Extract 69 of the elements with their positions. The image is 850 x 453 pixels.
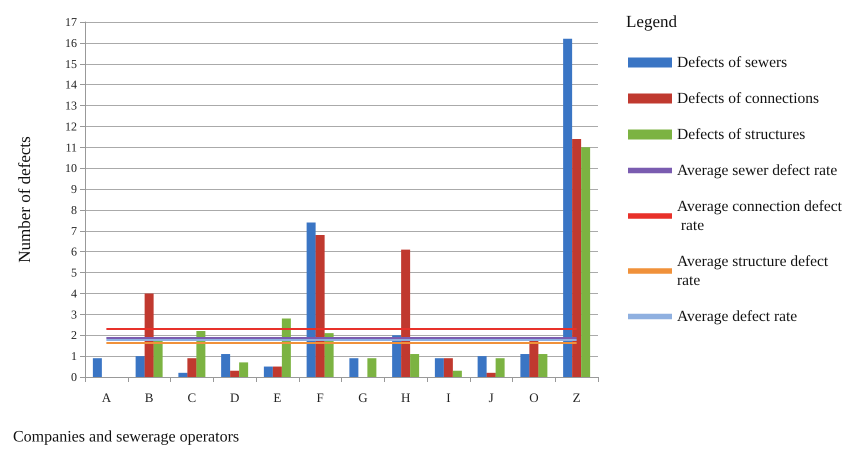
bar [401, 250, 410, 377]
y-tick-label: 0 [71, 370, 77, 384]
y-tick-label: 5 [71, 266, 77, 280]
bar [230, 370, 240, 377]
x-tick-label: B [144, 390, 154, 405]
bar [264, 366, 273, 377]
legend-title: Legend [626, 12, 678, 31]
x-tick-label: O [529, 390, 539, 405]
y-tick-label: 14 [65, 78, 77, 92]
x-tick-label: D [230, 390, 240, 405]
x-axis-title: Companies and sewerage operators [13, 428, 240, 446]
bar [572, 138, 582, 377]
y-tick-label: 17 [65, 15, 77, 29]
y-tick-label: 1 [71, 349, 77, 364]
y-tick-label: 11 [65, 140, 77, 154]
bar [154, 339, 163, 377]
bar [136, 356, 145, 377]
y-tick-label: 15 [65, 56, 77, 71]
bar [144, 293, 154, 377]
bar [563, 38, 572, 377]
x-tick-label: G [358, 390, 368, 405]
bar [496, 358, 505, 377]
y-tick-label: 3 [71, 307, 77, 322]
legend-label: Defects of sewers [677, 54, 788, 71]
x-tick-label: I [446, 390, 451, 405]
legend-label: Average defect rate [677, 308, 798, 325]
y-tick-label: 16 [65, 36, 77, 50]
bar [529, 339, 538, 377]
x-tick-label: Z [572, 390, 581, 405]
bar [444, 358, 453, 377]
bar [486, 372, 496, 377]
y-tick-label: 10 [65, 161, 77, 176]
bar [520, 354, 530, 377]
legend-label: Defects of connections [677, 90, 820, 107]
bar [410, 354, 420, 377]
bar [92, 358, 102, 377]
y-tick-label: 13 [65, 98, 77, 113]
bar [434, 358, 444, 377]
bar [178, 372, 188, 377]
y-tick-label: 7 [71, 224, 77, 238]
bar [581, 147, 590, 377]
y-tick-label: 8 [71, 202, 77, 217]
x-tick-label: C [188, 390, 196, 405]
x-tick-label: F [316, 390, 324, 405]
bar [221, 354, 230, 377]
legend-label: Average structure defect rate [677, 253, 832, 289]
bar [367, 358, 376, 377]
bar [316, 235, 325, 377]
bar [349, 358, 358, 377]
bar [187, 358, 196, 377]
x-tick-label: E [273, 390, 282, 405]
bar [272, 366, 282, 377]
x-tick-label: H [400, 390, 410, 405]
bar [452, 370, 462, 377]
y-tick-label: 4 [71, 286, 77, 300]
legend-label: Defects of structures [677, 126, 806, 143]
bar [538, 354, 548, 377]
y-tick-label: 9 [71, 182, 77, 196]
y-tick-label: 12 [65, 119, 77, 134]
bar [239, 362, 248, 377]
y-tick-label: 6 [71, 244, 77, 259]
legend-label: Average connection defect rate [677, 198, 843, 234]
legend-label: Average sewer defect rate [677, 162, 838, 179]
y-tick-label: 2 [71, 328, 77, 342]
bar [306, 222, 316, 377]
bar [478, 356, 487, 377]
y-axis-title: Number of defects [15, 136, 34, 263]
x-tick-label: A [102, 390, 112, 405]
x-tick-label: J [488, 390, 494, 405]
